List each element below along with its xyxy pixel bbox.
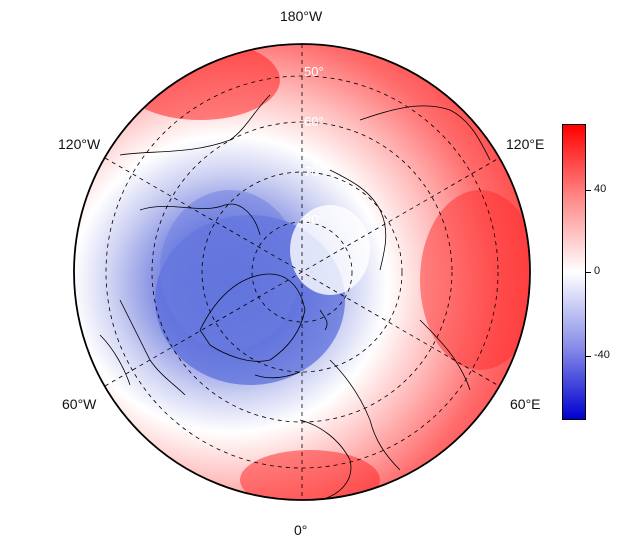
lat-label-80: 80°: [304, 212, 324, 227]
colorbar-tick-minus40: -40: [594, 349, 610, 361]
lon-label-120w: 120°W: [58, 136, 101, 152]
lon-label-60w: 60°W: [62, 396, 97, 412]
colorbar: [562, 124, 586, 420]
lat-label-60: 60°: [304, 114, 324, 129]
colorbar-tickmark-minus40: [586, 356, 591, 357]
colorbar-tick-0: 0: [594, 265, 601, 277]
lat-label-50: 50°: [304, 64, 324, 79]
lon-label-120e: 120°E: [506, 136, 545, 152]
latitude-labels: 50° 60° 70° 80°: [304, 64, 324, 227]
lon-label-180w: 180°W: [280, 8, 323, 24]
colorbar-tick-40: 40: [594, 183, 607, 195]
lon-label-60e: 60°E: [510, 396, 541, 412]
lat-label-70: 70°: [304, 164, 324, 179]
colorbar-tickmark-40: [586, 190, 591, 191]
graticule: [104, 44, 500, 500]
lon-label-0: 0°: [294, 522, 308, 538]
colorbar-tickmark-0: [586, 272, 591, 273]
map-boundary: [73, 43, 531, 501]
temperature-field: [74, 44, 530, 500]
